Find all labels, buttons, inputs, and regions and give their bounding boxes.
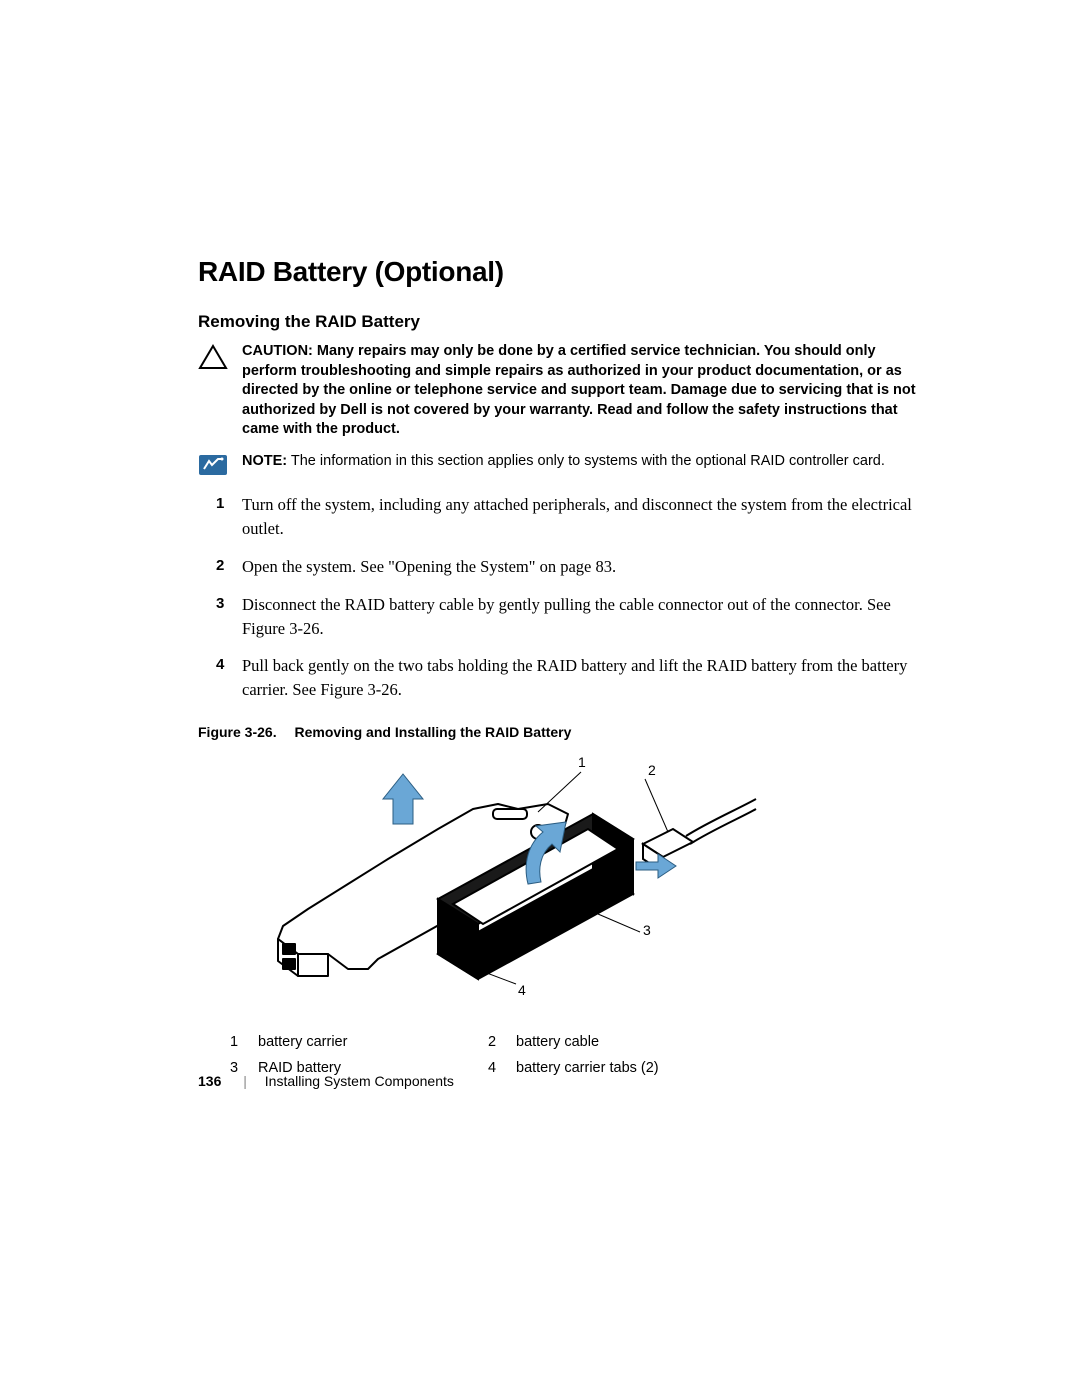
caution-icon: [198, 344, 228, 375]
note-icon: [198, 454, 228, 481]
legend-num: 2: [488, 1034, 516, 1050]
caution-body: Many repairs may only be done by a certi…: [242, 343, 916, 437]
footer-section: Installing System Components: [265, 1073, 454, 1089]
figure-caption: Figure 3-26. Removing and Installing the…: [198, 724, 918, 740]
note-text: NOTE: The information in this section ap…: [242, 452, 918, 472]
page-footer: 136 | Installing System Components: [198, 1073, 454, 1089]
caution-label: CAUTION:: [242, 343, 313, 359]
page-title: RAID Battery (Optional): [198, 256, 918, 288]
figure-number: Figure 3-26.: [198, 724, 277, 740]
legend-label: battery cable: [516, 1034, 746, 1050]
section-heading: Removing the RAID Battery: [198, 312, 918, 332]
callout-2: 2: [648, 762, 656, 778]
step-item: Pull back gently on the two tabs holding…: [198, 654, 918, 702]
caution-block: CAUTION: Many repairs may only be done b…: [198, 342, 918, 440]
step-item: Open the system. See "Opening the System…: [198, 555, 918, 579]
legend-label: battery carrier tabs (2): [516, 1060, 746, 1076]
figure-legend: 1 battery carrier 2 battery cable 3 RAID…: [230, 1034, 918, 1076]
note-body: The information in this section applies …: [291, 453, 885, 469]
figure-title: Removing and Installing the RAID Battery: [294, 724, 571, 740]
step-item: Disconnect the RAID battery cable by gen…: [198, 593, 918, 641]
step-list: Turn off the system, including any attac…: [198, 493, 918, 702]
step-item: Turn off the system, including any attac…: [198, 493, 918, 541]
note-label: NOTE:: [242, 453, 287, 469]
legend-num: 4: [488, 1060, 516, 1076]
legend-label: battery carrier: [258, 1034, 488, 1050]
figure-diagram: 1 2 3 4: [198, 754, 918, 1014]
callout-4: 4: [518, 982, 526, 998]
note-block: NOTE: The information in this section ap…: [198, 452, 918, 481]
legend-num: 1: [230, 1034, 258, 1050]
caution-text: CAUTION: Many repairs may only be done b…: [242, 342, 918, 440]
callout-1: 1: [578, 754, 586, 770]
page-number: 136: [198, 1073, 221, 1089]
footer-separator: |: [243, 1073, 247, 1089]
callout-3: 3: [643, 922, 651, 938]
